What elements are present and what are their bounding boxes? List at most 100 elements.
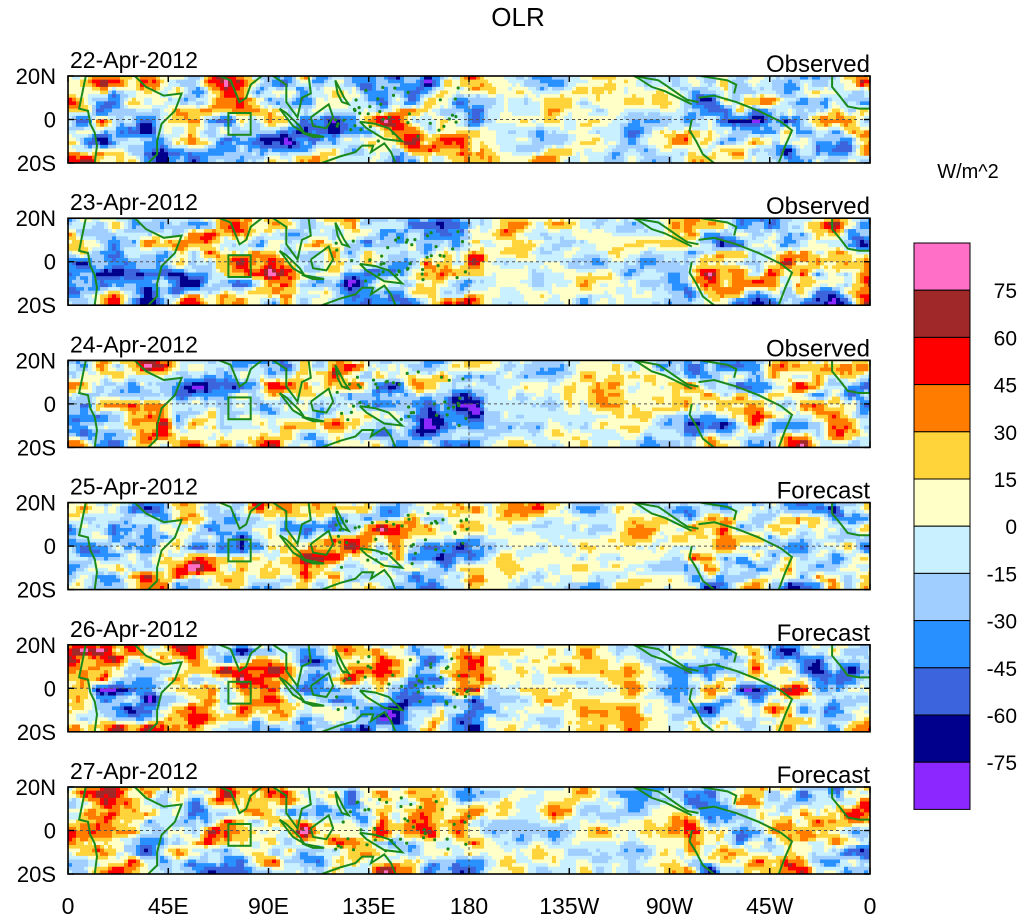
- olr-cell: [852, 90, 857, 95]
- olr-cell: [692, 155, 697, 160]
- olr-cell: [116, 137, 121, 142]
- olr-cell: [132, 148, 137, 153]
- olr-cell: [136, 108, 141, 113]
- olr-cell: [188, 130, 193, 135]
- olr-cell: [516, 90, 521, 95]
- olr-cell: [160, 130, 165, 135]
- olr-cell: [336, 148, 341, 153]
- olr-cell: [364, 115, 369, 120]
- island: [368, 125, 372, 129]
- olr-cell: [740, 83, 745, 88]
- olr-cell: [204, 123, 209, 128]
- olr-cell: [416, 101, 421, 106]
- olr-cell: [148, 119, 153, 124]
- olr-cell: [732, 108, 737, 113]
- olr-cell: [472, 159, 477, 163]
- olr-cell: [376, 159, 381, 163]
- olr-cell: [804, 119, 809, 124]
- olr-cell: [752, 148, 757, 153]
- olr-cell: [592, 148, 597, 153]
- olr-cell: [488, 141, 493, 146]
- olr-cell: [196, 83, 201, 88]
- olr-cell: [604, 112, 609, 117]
- olr-cell: [636, 108, 641, 113]
- olr-cell: [324, 94, 329, 99]
- olr-cell: [780, 108, 785, 113]
- olr-cell: [412, 148, 417, 153]
- olr-cell: [684, 119, 689, 124]
- olr-cell: [172, 115, 177, 120]
- olr-cell: [724, 108, 729, 113]
- olr-cell: [72, 155, 77, 160]
- olr-cell: [276, 123, 281, 128]
- olr-cell: [356, 101, 361, 106]
- olr-cell: [172, 112, 177, 117]
- olr-cell: [124, 83, 129, 88]
- olr-cell: [348, 108, 353, 113]
- olr-cell: [360, 148, 365, 153]
- olr-cell: [668, 101, 673, 106]
- olr-cell: [164, 218, 169, 223]
- olr-cell: [376, 101, 381, 106]
- olr-cell: [504, 101, 509, 106]
- olr-cell: [504, 130, 509, 135]
- olr-cell: [452, 130, 457, 135]
- olr-cell: [824, 108, 829, 113]
- olr-cell: [472, 141, 477, 146]
- olr-cell: [492, 123, 497, 128]
- olr-cell: [572, 152, 577, 157]
- olr-cell: [416, 119, 421, 124]
- olr-cell: [504, 123, 509, 128]
- olr-cell: [224, 83, 229, 88]
- olr-cell: [596, 152, 601, 157]
- olr-cell: [752, 108, 757, 113]
- olr-cell: [192, 130, 197, 135]
- olr-cell: [636, 159, 641, 163]
- olr-cell: [496, 105, 501, 109]
- olr-cell: [672, 108, 677, 113]
- olr-cell: [716, 86, 721, 91]
- olr-cell: [300, 123, 305, 128]
- olr-cell: [244, 108, 249, 113]
- olr-cell: [100, 79, 105, 84]
- olr-cell: [536, 144, 541, 149]
- olr-cell: [492, 112, 497, 117]
- olr-cell: [588, 112, 593, 117]
- olr-cell: [452, 108, 457, 113]
- olr-cell: [468, 152, 473, 157]
- olr-cell: [136, 141, 141, 146]
- olr-cell: [268, 123, 273, 128]
- olr-cell: [364, 105, 369, 109]
- olr-cell: [664, 152, 669, 157]
- olr-cell: [160, 119, 165, 124]
- olr-cell: [292, 144, 297, 149]
- olr-cell: [504, 155, 509, 160]
- olr-cell: [628, 152, 633, 157]
- olr-cell: [280, 130, 285, 135]
- olr-cell: [772, 141, 777, 146]
- olr-cell: [332, 144, 337, 149]
- olr-cell: [276, 152, 281, 157]
- olr-cell: [360, 101, 365, 106]
- olr-cell: [848, 119, 853, 124]
- olr-cell: [404, 130, 409, 135]
- olr-cell: [696, 86, 701, 91]
- olr-cell: [728, 134, 733, 138]
- olr-cell: [316, 126, 321, 131]
- olr-cell: [408, 141, 413, 146]
- olr-cell: [840, 126, 845, 131]
- olr-cell: [104, 94, 109, 99]
- olr-cell: [368, 123, 373, 128]
- olr-cell: [456, 83, 461, 88]
- olr-cell: [276, 159, 281, 163]
- olr-cell: [184, 148, 189, 153]
- olr-cell: [336, 115, 341, 120]
- olr-cell: [136, 134, 141, 138]
- olr-cell: [120, 101, 125, 106]
- olr-cell: [376, 119, 381, 124]
- olr-cell: [84, 141, 89, 146]
- olr-cell: [488, 101, 493, 106]
- olr-cell: [440, 90, 445, 95]
- olr-cell: [812, 101, 817, 106]
